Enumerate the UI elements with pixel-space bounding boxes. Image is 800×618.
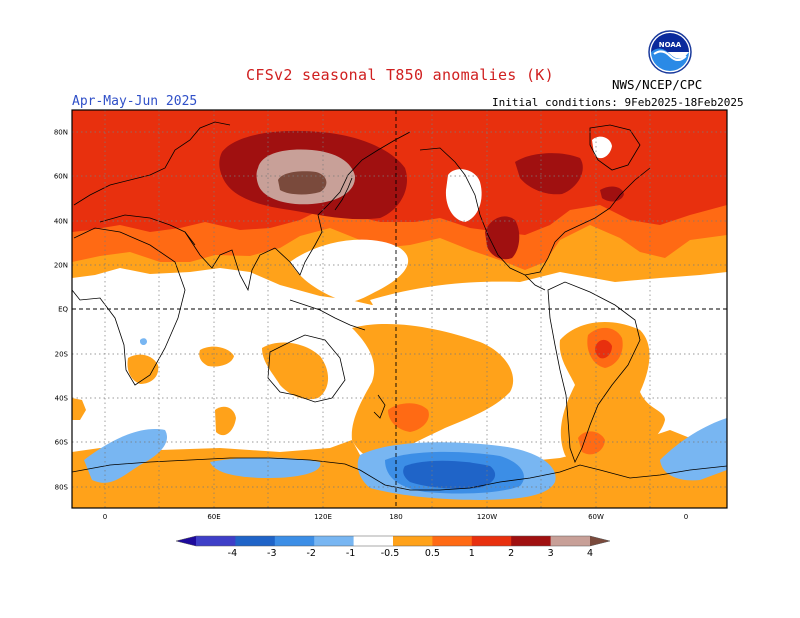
legend-swatch-1	[196, 536, 236, 546]
forecast-period: Apr-May-Jun 2025	[72, 94, 198, 109]
legend-swatch-3	[274, 536, 315, 546]
legend-swatch-4	[314, 536, 354, 546]
coast-new-zealand	[373, 394, 386, 419]
coast-se-asia	[289, 299, 366, 331]
lat-label-5: 20S	[55, 351, 69, 359]
legend-tick-5: 0.5	[425, 548, 440, 559]
south-atlantic-cool	[84, 429, 168, 483]
lon-label-0: 0	[103, 513, 107, 521]
lat-label-4: EQ	[58, 306, 68, 314]
coast-australia	[267, 334, 346, 403]
noaa-logo-text: NOAA	[659, 41, 682, 49]
patagonia-strong	[578, 431, 605, 455]
lat-label-6: 40S	[55, 395, 69, 403]
indian-ocean-cool	[210, 457, 321, 478]
west-edge-warm	[72, 398, 86, 420]
indian-ocean-tiny-cool	[140, 338, 147, 345]
coast-greenland	[589, 124, 641, 171]
initial-conditions: Initial conditions: 9Feb2025-18Feb2025	[492, 96, 744, 109]
indian-ocean-south-warm	[215, 406, 236, 436]
coast-japan	[334, 177, 353, 211]
legend-ticks: -4 -3 -2 -1 -0.5 0.5 1 2 3 4	[228, 548, 593, 559]
legend-swatch-6	[393, 536, 433, 546]
map-frame	[71, 109, 728, 509]
legend-tick-2: -2	[306, 548, 315, 559]
noaa-logo-icon: NOAA	[648, 30, 692, 74]
lat-label-8: 80S	[55, 484, 69, 492]
na-neutral-area	[445, 169, 482, 222]
color-legend	[175, 535, 611, 547]
coast-africa	[72, 227, 186, 386]
south-pacific-cool-3	[403, 460, 496, 489]
coast-europe	[73, 121, 231, 206]
lon-label-1: 60E	[207, 513, 220, 521]
na-warm-core	[485, 216, 520, 260]
coast-antarctica	[72, 457, 727, 491]
page-title: CFSv2 seasonal T850 anomalies (K)	[246, 66, 554, 84]
south-pacific-strong	[388, 403, 429, 432]
legend-tick-0: -4	[228, 548, 237, 559]
legend-swatch-5	[353, 536, 394, 546]
legend-swatch-0	[176, 536, 196, 546]
legend-swatch-8	[471, 536, 512, 546]
lon-label-4: 120W	[477, 513, 497, 521]
legend-tick-7: 2	[508, 548, 514, 559]
legend-tick-1: -3	[267, 548, 276, 559]
lon-label-5: 60W	[588, 513, 604, 521]
lat-label-2: 40N	[54, 218, 68, 226]
legend-tick-6: 1	[469, 548, 475, 559]
coast-south-america	[547, 281, 641, 464]
legend-swatch-10	[550, 536, 591, 546]
agency-label: NWS/NCEP/CPC	[612, 77, 703, 92]
anomaly-fields	[72, 110, 727, 508]
indian-ocean-warm	[199, 346, 234, 367]
legend-tick-9: 4	[587, 548, 593, 559]
coast-north-america	[419, 147, 651, 276]
latitude-labels: 80N 60N 40N 20N EQ 20S 40S 60S 80S	[54, 129, 69, 492]
greenland-neutral-area	[592, 136, 612, 159]
coast-central-america	[524, 274, 546, 291]
lat-label-3: 20N	[54, 262, 68, 270]
south-pacific-warm	[351, 323, 514, 462]
legend-tick-3: -1	[346, 548, 355, 559]
lon-label-2: 120E	[314, 513, 332, 521]
coast-arabia-india	[184, 231, 276, 292]
legend-tick-8: 3	[548, 548, 554, 559]
lat-label-7: 60S	[55, 439, 69, 447]
legend-swatch-9	[511, 536, 551, 546]
legend-swatch-7	[432, 536, 473, 546]
lon-label-6: 0	[684, 513, 688, 521]
asia-warm-max	[278, 171, 327, 195]
lon-label-3: 180	[389, 513, 402, 521]
longitude-labels: 0 60E 120E 180 120W 60W 0	[103, 513, 688, 521]
legend-swatch-11	[590, 536, 610, 546]
weddell-sea-cool	[660, 418, 727, 481]
africa-south-warm	[127, 354, 159, 384]
legend-tick-4: -0.5	[381, 548, 400, 559]
pacific-neutral-tongue	[290, 239, 409, 303]
lat-label-1: 60N	[54, 173, 68, 181]
legend-swatch-2	[235, 536, 276, 546]
arctic-warm-core	[515, 153, 583, 195]
legend-outline	[175, 535, 611, 547]
australia-warm	[262, 342, 329, 400]
lat-label-0: 80N	[54, 129, 68, 137]
